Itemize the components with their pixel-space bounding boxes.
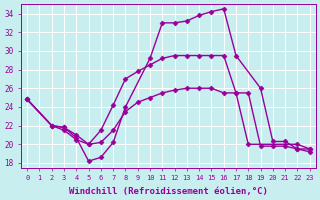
X-axis label: Windchill (Refroidissement éolien,°C): Windchill (Refroidissement éolien,°C) [69, 187, 268, 196]
